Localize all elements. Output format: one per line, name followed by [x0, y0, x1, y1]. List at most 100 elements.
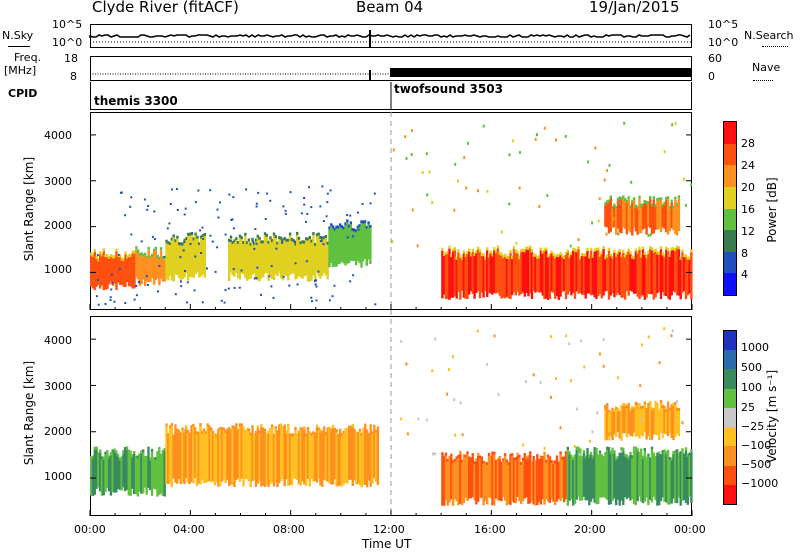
power-speckle — [518, 186, 521, 190]
power-cell — [489, 253, 492, 294]
velocity-fringe — [672, 451, 675, 454]
velocity-fringe — [457, 455, 460, 459]
velocity-fringe — [658, 409, 661, 413]
power-fringe — [446, 250, 449, 254]
velocity-fringe — [122, 450, 125, 454]
power-fringe — [618, 249, 621, 253]
power-fringe — [339, 223, 342, 227]
velocity-cell — [365, 432, 369, 488]
power-cell — [163, 259, 166, 282]
power-speckle — [322, 243, 325, 246]
power-speckle — [96, 279, 99, 281]
velocity-fringe — [233, 426, 236, 430]
velocity-fringe — [512, 457, 516, 461]
velocity-speckle — [400, 417, 403, 421]
power-fringe — [665, 196, 668, 200]
velocity-cell — [615, 460, 618, 506]
power-fringe — [254, 238, 258, 242]
power-speckle — [179, 280, 182, 283]
velocity-speckle — [522, 443, 525, 447]
velocity-cell — [460, 462, 464, 506]
power-cell — [256, 237, 259, 281]
power-fringe — [228, 238, 231, 242]
velocity-fringe — [686, 453, 689, 457]
velocity-cell — [641, 458, 645, 504]
power-fringe — [365, 225, 368, 229]
power-cell — [451, 251, 455, 298]
velocity-fringe — [190, 425, 193, 429]
power-speckle — [310, 296, 313, 299]
power-cell — [324, 238, 328, 276]
power-speckle — [313, 280, 316, 283]
velocity-cell — [113, 451, 116, 493]
power-cell — [607, 250, 611, 300]
velocity-fringe — [127, 449, 130, 453]
power-cell — [663, 204, 666, 229]
power-cell — [468, 251, 471, 295]
power-speckle — [216, 246, 219, 249]
power-fringe — [285, 238, 288, 242]
power-speckle — [453, 208, 456, 212]
power-fringe — [636, 250, 639, 254]
velocity-cell — [314, 435, 317, 481]
power-cell — [529, 248, 532, 294]
power-fringe — [677, 195, 681, 199]
velocity-fringe — [450, 453, 453, 457]
velocity-fringe — [636, 406, 639, 410]
power-speckle — [346, 236, 349, 239]
velocity-fringe — [615, 406, 618, 410]
velocity-speckle — [602, 364, 605, 368]
power-speckle — [183, 213, 186, 216]
velocity-cell — [235, 426, 238, 481]
power-fringe — [607, 247, 611, 251]
power-cell — [360, 223, 363, 268]
power-fringe — [525, 246, 528, 250]
velocity-fringe — [188, 432, 191, 436]
pcb-swatch — [724, 273, 736, 295]
power-cell — [681, 252, 684, 293]
velocity-fringe — [625, 454, 629, 458]
power-fringe — [500, 252, 503, 256]
velocity-fringe — [641, 455, 645, 459]
power-cell — [236, 244, 240, 279]
velocity-fringe — [362, 427, 365, 431]
power-speckle — [649, 233, 652, 237]
velocity-fringe — [677, 452, 681, 456]
velocity-fringe — [236, 429, 240, 432]
power-cell — [606, 257, 609, 291]
power-cell — [616, 254, 620, 293]
velocity-cell — [521, 460, 525, 502]
power-cbtick-24: 24 — [741, 159, 755, 172]
power-fringe — [688, 256, 691, 260]
velocity-cell — [152, 460, 156, 489]
power-fringe — [196, 235, 199, 239]
vcb-swatch — [724, 465, 736, 485]
power-cell — [683, 257, 686, 292]
power-fringe — [337, 225, 340, 229]
power-speckle — [174, 293, 177, 296]
power-cell — [104, 257, 107, 290]
velocity-fringe — [208, 425, 211, 429]
power-fringe — [314, 243, 317, 246]
velocity-cell — [181, 430, 184, 483]
velocity-cell — [451, 463, 455, 506]
velocity-cell — [247, 431, 251, 482]
velocity-cell — [102, 459, 105, 496]
velocity-fringe — [303, 426, 306, 430]
velocity-fringe — [672, 402, 675, 406]
velocity-fringe — [176, 428, 179, 432]
velocity-speckle — [406, 432, 409, 436]
velocity-speckle — [663, 327, 666, 331]
power-speckle — [317, 270, 320, 273]
power-cell — [577, 249, 580, 294]
velocity-cell — [448, 459, 451, 503]
velocity-fringe — [247, 428, 251, 432]
vcb-swatch — [724, 350, 736, 370]
velocity-fringe — [299, 427, 302, 431]
velocity-fringe — [254, 431, 258, 434]
velocity-cell — [489, 458, 492, 499]
velocity-cell — [326, 430, 329, 482]
power-fringe — [118, 254, 122, 258]
velocity-fringe — [185, 425, 188, 429]
velocity-fringe — [226, 428, 229, 432]
